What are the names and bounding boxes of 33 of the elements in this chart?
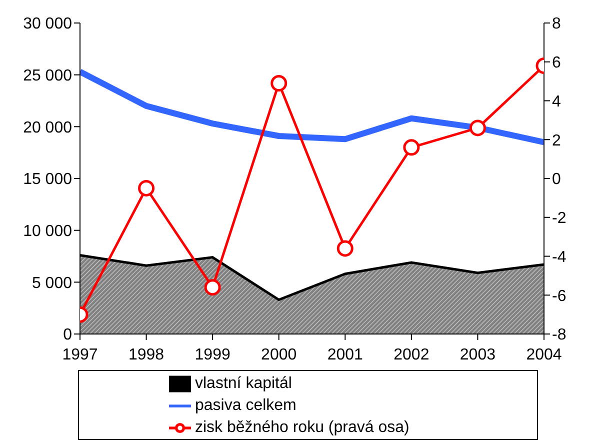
y-tick-label: 25 000 <box>23 68 72 85</box>
y2-tick-label: 2 <box>552 132 561 150</box>
y2-tick-label: 6 <box>552 54 561 72</box>
point <box>270 75 288 92</box>
point <box>336 240 354 257</box>
point <box>403 139 420 156</box>
legend-label: pasiva celkem <box>195 397 296 414</box>
y2-tick-label: 0 <box>552 171 561 188</box>
y2-tick-label: -8 <box>552 326 566 344</box>
y2-tick-label: 8 <box>552 16 561 33</box>
x-tick-label: 2001 <box>327 346 364 364</box>
legend-label: vlastní kapitál <box>195 375 292 392</box>
y-tick-label: 10 000 <box>23 223 72 240</box>
y-tick-label: 20 000 <box>23 119 72 136</box>
y-tick-label: 5 000 <box>32 274 72 292</box>
x-tick-label: 2003 <box>460 346 496 364</box>
x-tick-label: 1998 <box>128 346 164 364</box>
x-tick-label: 2004 <box>526 346 562 364</box>
y-tick-label: 30 000 <box>23 16 72 33</box>
point <box>204 279 221 296</box>
legend-label: zisk běžného roku (pravá osa) <box>195 419 410 436</box>
x-tick-label: 2002 <box>394 346 430 364</box>
y-tick-label: 15 000 <box>23 171 72 188</box>
point <box>469 120 486 136</box>
point <box>138 180 155 196</box>
y2-tick-label: -6 <box>552 288 566 305</box>
x-tick-label: 1997 <box>62 346 98 364</box>
y2-tick-label: -4 <box>552 248 566 266</box>
y2-tick-label: 4 <box>552 93 561 110</box>
x-tick-label: 2000 <box>261 346 297 364</box>
y2-tick-label: -2 <box>552 210 566 228</box>
y-tick-label: 0 <box>63 326 72 344</box>
x-tick-label: 1999 <box>194 346 230 364</box>
